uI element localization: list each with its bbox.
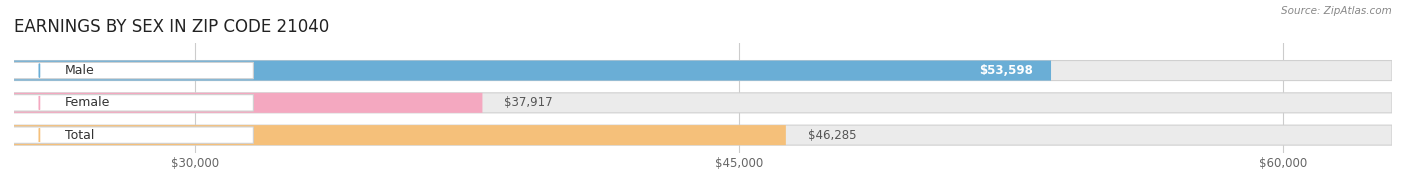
- Text: $46,285: $46,285: [807, 129, 856, 142]
- Text: Male: Male: [65, 64, 94, 77]
- FancyBboxPatch shape: [14, 125, 1392, 145]
- FancyBboxPatch shape: [7, 95, 253, 111]
- FancyBboxPatch shape: [14, 61, 1392, 81]
- Text: $37,917: $37,917: [505, 96, 553, 109]
- FancyBboxPatch shape: [7, 62, 253, 79]
- Text: Total: Total: [65, 129, 94, 142]
- FancyBboxPatch shape: [14, 125, 786, 145]
- Text: EARNINGS BY SEX IN ZIP CODE 21040: EARNINGS BY SEX IN ZIP CODE 21040: [14, 18, 329, 36]
- Text: $53,598: $53,598: [979, 64, 1033, 77]
- FancyBboxPatch shape: [14, 93, 482, 113]
- FancyBboxPatch shape: [14, 93, 1392, 113]
- FancyBboxPatch shape: [7, 127, 253, 143]
- Text: Source: ZipAtlas.com: Source: ZipAtlas.com: [1281, 6, 1392, 16]
- Text: Female: Female: [65, 96, 110, 109]
- FancyBboxPatch shape: [14, 61, 1052, 81]
